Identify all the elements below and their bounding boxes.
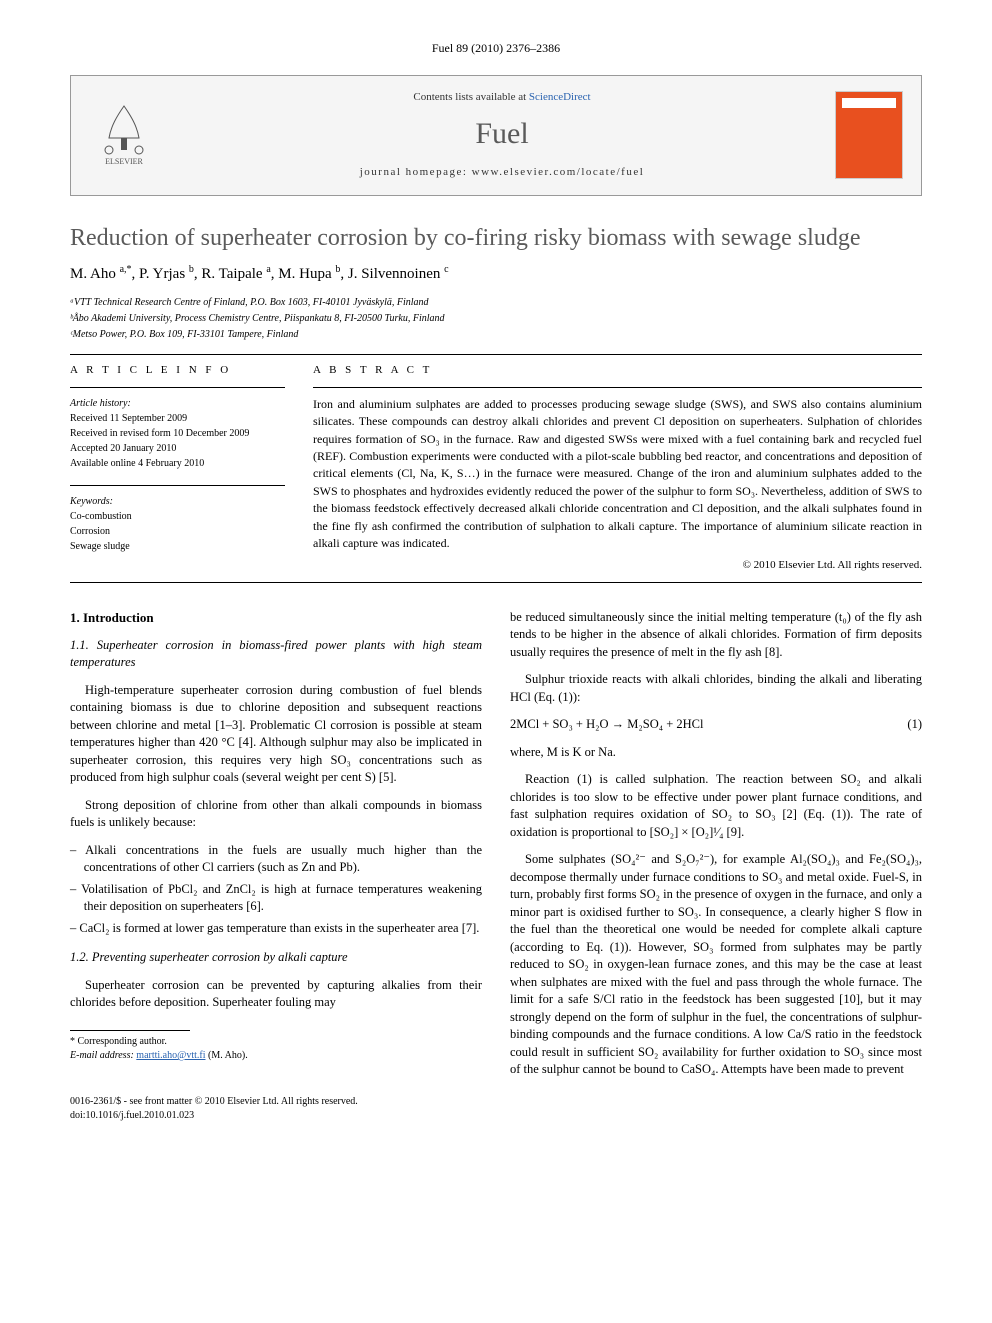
section-1-1-heading: 1.1. Superheater corrosion in biomass-fi… bbox=[70, 637, 482, 672]
header-center: Contents lists available at ScienceDirec… bbox=[169, 90, 835, 181]
para-4: be reduced simultaneously since the init… bbox=[510, 609, 922, 662]
bullet-3: CaCl₂ is formed at lower gas temperature… bbox=[70, 920, 482, 938]
para-5: Sulphur trioxide reacts with alkali chlo… bbox=[510, 671, 922, 706]
info-abstract-row: A R T I C L E I N F O Article history: R… bbox=[70, 363, 922, 573]
affiliation-c: ᶜMetso Power, P.O. Box 109, FI-33101 Tam… bbox=[70, 327, 922, 342]
para-3: Superheater corrosion can be prevented b… bbox=[70, 977, 482, 1012]
para-1: High-temperature superheater corrosion d… bbox=[70, 682, 482, 787]
email-label: E-mail address: bbox=[70, 1050, 136, 1061]
homepage-prefix: journal homepage: bbox=[360, 166, 472, 178]
journal-header-box: ELSEVIER Contents lists available at Sci… bbox=[70, 75, 922, 196]
elsevier-logo: ELSEVIER bbox=[89, 98, 169, 173]
bullet-list: Alkali concentrations in the fuels are u… bbox=[70, 842, 482, 938]
doi-line: doi:10.1016/j.fuel.2010.01.023 bbox=[70, 1109, 922, 1123]
sciencedirect-link[interactable]: ScienceDirect bbox=[529, 91, 591, 103]
corresponding-author-footnote: * Corresponding author. E-mail address: … bbox=[70, 1030, 482, 1063]
equation-1: 2MCl + SO₃ + H₂O → M₂SO₄ + 2HCl bbox=[510, 716, 703, 734]
elsevier-tree-icon: ELSEVIER bbox=[89, 98, 159, 168]
para-8: Some sulphates (SO₄²⁻ and S₂O₇²⁻), for e… bbox=[510, 851, 922, 1079]
bullet-2: Volatilisation of PbCl₂ and ZnCl₂ is hig… bbox=[70, 881, 482, 916]
affiliation-a: ᵃVTT Technical Research Centre of Finlan… bbox=[70, 295, 922, 310]
contents-prefix: Contents lists available at bbox=[413, 91, 528, 103]
homepage-line: journal homepage: www.elsevier.com/locat… bbox=[169, 165, 835, 180]
keywords-label: Keywords: bbox=[70, 494, 285, 509]
history-label: Article history: bbox=[70, 396, 285, 411]
abstract-copyright: © 2010 Elsevier Ltd. All rights reserved… bbox=[313, 558, 922, 573]
corr-email-line: E-mail address: martti.aho@vtt.fi (M. Ah… bbox=[70, 1049, 482, 1063]
history-accepted: Accepted 20 January 2010 bbox=[70, 441, 285, 456]
front-matter-line: 0016-2361/$ - see front matter © 2010 El… bbox=[70, 1095, 922, 1109]
journal-name: Fuel bbox=[169, 113, 835, 155]
para-2: Strong deposition of chlorine from other… bbox=[70, 797, 482, 832]
email-link[interactable]: martti.aho@vtt.fi bbox=[136, 1050, 205, 1061]
equation-1-number: (1) bbox=[907, 716, 922, 734]
abstract-text: Iron and aluminium sulphates are added t… bbox=[313, 396, 922, 553]
contents-line: Contents lists available at ScienceDirec… bbox=[169, 90, 835, 105]
para-7: Reaction (1) is called sulphation. The r… bbox=[510, 771, 922, 841]
article-info-column: A R T I C L E I N F O Article history: R… bbox=[70, 363, 285, 573]
keyword-3: Sewage sludge bbox=[70, 539, 285, 554]
rule-abs bbox=[313, 387, 922, 388]
keywords-block: Keywords: Co-combustion Corrosion Sewage… bbox=[70, 494, 285, 554]
article-title: Reduction of superheater corrosion by co… bbox=[70, 224, 922, 253]
article-info-heading: A R T I C L E I N F O bbox=[70, 363, 285, 378]
history-received: Received 11 September 2009 bbox=[70, 411, 285, 426]
citation-line: Fuel 89 (2010) 2376–2386 bbox=[70, 40, 922, 57]
journal-cover-thumbnail bbox=[835, 91, 903, 179]
abstract-heading: A B S T R A C T bbox=[313, 363, 922, 378]
rule-info1 bbox=[70, 387, 285, 388]
footnote-rule bbox=[70, 1030, 190, 1031]
history-online: Available online 4 February 2010 bbox=[70, 456, 285, 471]
keyword-1: Co-combustion bbox=[70, 509, 285, 524]
history-revised: Received in revised form 10 December 200… bbox=[70, 426, 285, 441]
rule-below-abstract bbox=[70, 582, 922, 583]
body-columns: 1. Introduction 1.1. Superheater corrosi… bbox=[70, 609, 922, 1079]
svg-text:ELSEVIER: ELSEVIER bbox=[105, 157, 143, 166]
equation-1-row: 2MCl + SO₃ + H₂O → M₂SO₄ + 2HCl (1) bbox=[510, 716, 922, 734]
rule-top bbox=[70, 354, 922, 355]
section-1-heading: 1. Introduction bbox=[70, 609, 482, 627]
affiliation-b: ᵇÅbo Akademi University, Process Chemist… bbox=[70, 311, 922, 326]
footer-bottom: 0016-2361/$ - see front matter © 2010 El… bbox=[70, 1095, 922, 1123]
affiliations: ᵃVTT Technical Research Centre of Finlan… bbox=[70, 295, 922, 342]
bullet-1: Alkali concentrations in the fuels are u… bbox=[70, 842, 482, 877]
section-1-2-heading: 1.2. Preventing superheater corrosion by… bbox=[70, 949, 482, 967]
homepage-url: www.elsevier.com/locate/fuel bbox=[472, 166, 645, 178]
keyword-2: Corrosion bbox=[70, 524, 285, 539]
abstract-column: A B S T R A C T Iron and aluminium sulph… bbox=[313, 363, 922, 573]
authors-line: M. Aho a,*, P. Yrjas b, R. Taipale a, M.… bbox=[70, 264, 922, 285]
article-history-block: Article history: Received 11 September 2… bbox=[70, 396, 285, 471]
rule-info2 bbox=[70, 485, 285, 486]
corr-author: * Corresponding author. bbox=[70, 1035, 482, 1049]
para-6: where, M is K or Na. bbox=[510, 744, 922, 762]
email-who: (M. Aho). bbox=[206, 1050, 248, 1061]
